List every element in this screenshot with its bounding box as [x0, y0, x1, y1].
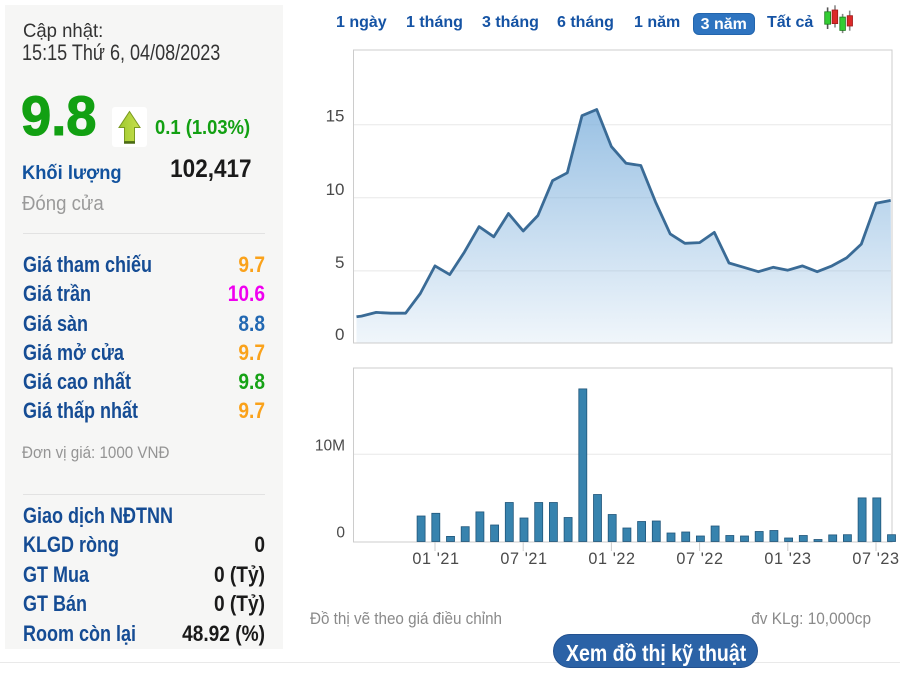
svg-text:01 '22: 01 '22	[588, 550, 635, 568]
svg-text:5: 5	[335, 253, 344, 272]
svg-text:07 '23: 07 '23	[852, 550, 899, 568]
svg-text:0: 0	[336, 525, 345, 542]
svg-text:0: 0	[335, 325, 344, 344]
svg-text:07 '22: 07 '22	[676, 550, 723, 568]
svg-text:10: 10	[326, 180, 345, 199]
svg-text:07 '21: 07 '21	[500, 550, 547, 568]
svg-text:15: 15	[326, 107, 345, 126]
svg-text:01 '23: 01 '23	[764, 550, 811, 568]
svg-text:01 '21: 01 '21	[412, 550, 459, 568]
svg-text:10M: 10M	[315, 438, 345, 455]
